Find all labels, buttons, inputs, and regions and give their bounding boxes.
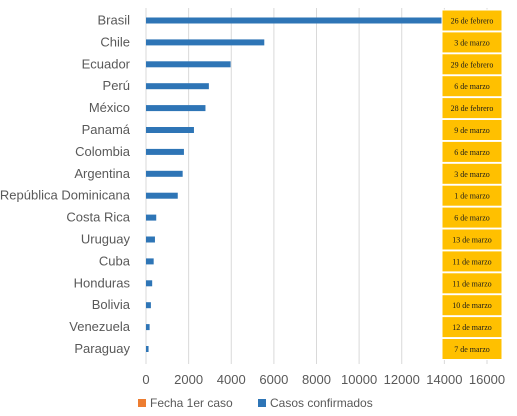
date-label: 6 de marzo <box>454 82 490 91</box>
legend-swatch <box>258 399 266 407</box>
category-label: Costa Rica <box>66 210 130 225</box>
bar-casos-confirmados <box>146 127 194 133</box>
date-cell <box>441 228 503 251</box>
category-label: México <box>89 100 130 115</box>
category-label: Colombia <box>75 144 131 159</box>
x-tick-label: 14000 <box>426 372 462 387</box>
date-cell <box>441 250 503 273</box>
date-cell <box>441 206 503 229</box>
x-tick-label: 2000 <box>174 372 203 387</box>
date-label: 3 de marzo <box>454 170 490 179</box>
date-cell <box>441 162 503 185</box>
category-label: Venezuela <box>69 319 130 334</box>
x-tick-label: 12000 <box>384 372 420 387</box>
bar-casos-confirmados <box>146 236 155 243</box>
category-label: República Dominicana <box>0 188 131 203</box>
date-label: 6 de marzo <box>454 214 490 223</box>
bar-casos-confirmados <box>146 192 178 199</box>
x-tick-label: 0 <box>142 372 149 387</box>
date-label: 26 de febrero <box>451 17 494 26</box>
date-cell <box>441 53 503 76</box>
category-label: Honduras <box>74 275 131 290</box>
date-label: 3 de marzo <box>454 38 490 47</box>
date-cell <box>441 119 503 141</box>
date-label: 12 de marzo <box>452 323 492 332</box>
bars <box>146 17 447 352</box>
x-axis-tick-labels: 0 2000 4000 6000 8000 10000 12000 14000 16000 <box>142 372 505 387</box>
date-label: 11 de marzo <box>452 257 491 266</box>
bar-casos-confirmados <box>146 148 184 155</box>
legend-label: Fecha 1er caso <box>150 396 233 410</box>
legend-label: Casos confirmados <box>270 396 373 410</box>
bar-casos-confirmados <box>146 170 183 177</box>
date-label: 29 de febrero <box>451 60 494 69</box>
date-label: 7 de marzo <box>454 345 490 354</box>
date-cell <box>441 75 503 98</box>
category-label: Uruguay <box>81 232 131 247</box>
date-label: 6 de marzo <box>454 148 490 157</box>
date-cell <box>441 294 503 317</box>
date-cell <box>441 184 503 207</box>
x-tick-label: 16000 <box>469 372 505 387</box>
x-tick-label: 10000 <box>341 372 377 387</box>
x-tick-label: 6000 <box>259 372 288 387</box>
date-label: 10 de marzo <box>452 301 492 310</box>
category-label: Chile <box>100 34 130 49</box>
bar-casos-confirmados <box>146 258 154 265</box>
bar-casos-confirmados <box>146 324 150 331</box>
category-label: Argentina <box>74 166 130 181</box>
category-label: Ecuador <box>82 56 131 71</box>
bar-casos-confirmados <box>146 346 149 352</box>
category-label: Brasil <box>97 13 130 28</box>
legend: Fecha 1er caso Casos confirmados <box>138 396 373 410</box>
date-column: 26 de febrero 3 de marzo 29 de febrero 6 de… <box>441 9 503 360</box>
x-tick-label: 8000 <box>302 372 331 387</box>
date-label: 28 de febrero <box>451 104 494 113</box>
date-cell <box>441 338 503 360</box>
date-label: 1 de marzo <box>454 192 490 201</box>
bar-casos-confirmados <box>146 302 151 309</box>
bar-casos-confirmados <box>146 214 157 221</box>
date-label: 11 de marzo <box>452 279 491 288</box>
date-cell <box>441 97 503 120</box>
category-labels: Brasil Chile Ecuador Perú México Panamá Colomb… <box>0 13 131 357</box>
date-label: 9 de marzo <box>454 126 490 135</box>
category-label: Perú <box>103 78 130 93</box>
bar-casos-confirmados <box>146 61 231 68</box>
category-label: Paraguay <box>74 341 130 356</box>
bar-casos-confirmados <box>146 17 447 24</box>
date-cell <box>441 272 503 295</box>
bar-casos-confirmados <box>146 105 206 112</box>
date-cell <box>441 140 503 163</box>
category-label: Panamá <box>82 122 131 137</box>
category-label: Cuba <box>99 253 131 268</box>
date-cell <box>441 31 503 54</box>
date-cell <box>441 9 503 32</box>
date-cell <box>441 316 503 339</box>
bar-casos-confirmados <box>146 280 153 287</box>
bar-casos-confirmados <box>146 39 265 46</box>
category-label: Bolivia <box>92 297 131 312</box>
date-label: 13 de marzo <box>452 236 492 245</box>
bar-casos-confirmados <box>146 83 209 90</box>
x-tick-label: 4000 <box>217 372 246 387</box>
legend-swatch <box>138 399 146 407</box>
